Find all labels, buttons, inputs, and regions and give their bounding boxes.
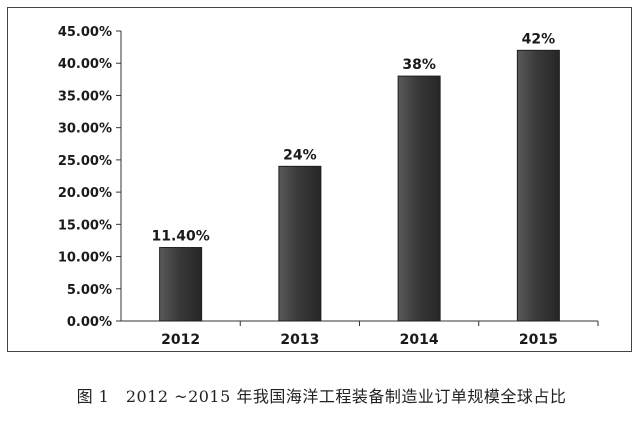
y-tick-label: 25.00% <box>58 154 112 169</box>
y-tick-label: 30.00% <box>58 122 112 137</box>
data-label: 24% <box>283 147 317 163</box>
bar-chart: 0.00% 5.00% 10.00% 15.00% 20.00% 25.00% 30.00%… <box>58 25 599 348</box>
figure-caption: 图 1 2012 ~2015 年我国海洋工程装备制造业订单规模全球占比 <box>76 387 567 406</box>
data-label: 38% <box>402 57 436 73</box>
data-label: 42% <box>522 31 556 47</box>
bar <box>397 75 441 322</box>
x-tick-label: 2014 <box>400 332 439 348</box>
y-tick-label: 20.00% <box>58 186 112 201</box>
y-tick-label: 10.00% <box>58 251 112 266</box>
bar <box>516 49 560 322</box>
bar <box>159 247 203 322</box>
y-tick-label: 15.00% <box>58 218 112 233</box>
y-tick-label: 40.00% <box>58 57 112 72</box>
bar <box>278 165 322 322</box>
x-tick-label: 2015 <box>519 332 558 348</box>
y-tick-label: 45.00% <box>58 25 112 40</box>
data-label: 11.40% <box>151 229 209 245</box>
x-tick-label: 2012 <box>161 332 200 348</box>
y-tick-label: 5.00% <box>67 283 112 298</box>
y-tick-label: 0.00% <box>67 315 112 330</box>
x-tick-label: 2013 <box>280 332 319 348</box>
chart-frame: 0.00% 5.00% 10.00% 15.00% 20.00% 25.00% 30.00%… <box>7 7 632 352</box>
y-tick-label: 35.00% <box>58 89 112 104</box>
